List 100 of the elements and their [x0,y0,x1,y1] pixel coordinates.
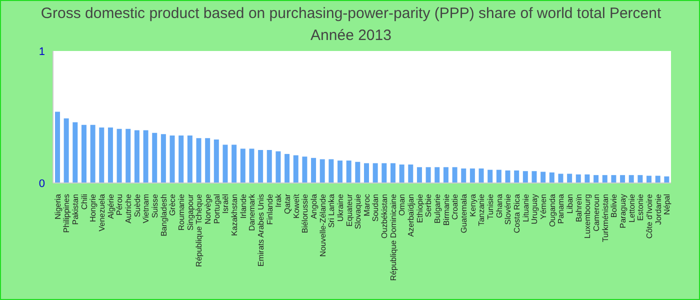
x-tick-label: Estonie [636,193,646,221]
bar [196,138,202,183]
x-tick-label: Serbie [424,193,434,218]
bar [222,144,228,183]
bar [382,163,387,183]
x-tick-label: Philippines [62,194,72,233]
x-tick-label: Soudan [371,194,380,222]
bar [187,135,192,183]
x-tick-label: Pakistan [71,194,80,225]
chart-subtitle: Année 2013 [310,26,392,46]
bar [611,175,616,183]
bar [426,167,431,183]
bar [240,148,246,183]
x-tick-label: Emirats Arabes Unis [256,194,266,266]
bar [284,154,290,183]
x-tick-label: Lettonie [627,193,636,222]
x-tick-label: Nigeria [53,193,62,220]
bar [452,167,458,183]
x-tick-label: Ouganda [548,193,557,227]
bar [302,156,308,183]
bar [638,175,643,183]
bar [143,130,148,183]
bar [646,176,652,183]
x-tick-label: Bahreïn [574,194,584,222]
x-tick-label: Angola [309,193,318,219]
bar [478,168,484,183]
bar [232,144,237,183]
bar [558,174,564,183]
x-tick-label: Ukraine [336,193,345,222]
x-tick-label: Slovaquie [354,193,363,230]
x-tick-label: Grèce [168,193,178,216]
bar [532,171,537,183]
x-tick-label: Irlande [238,193,248,218]
bar [276,151,281,183]
bar [293,155,298,183]
bar [372,163,378,183]
bar [126,128,131,183]
bar [214,139,219,183]
bar [364,163,369,183]
x-tick-label: Chili [80,194,89,210]
bar [338,160,343,183]
x-tick-label: Maroc [362,194,372,216]
bar [72,122,78,183]
bar [664,176,670,183]
bar [620,175,626,183]
x-tick-label: Tanzanie [477,193,486,226]
bar [390,163,396,183]
bar [549,172,554,183]
bar [540,172,546,183]
x-tick-label: Birmanie [442,193,451,226]
bar [434,167,440,183]
x-tick-label: République Dominicaine [388,193,398,281]
bar [311,158,316,183]
x-tick-label: Ouzbékistan [380,194,390,238]
bar [628,175,634,183]
bar [152,132,158,183]
x-tick-label: Portugal [212,194,222,224]
x-tick-label: Côte d'Ivoire [644,193,654,239]
bar [64,118,69,183]
x-tick-label: Luxembourg [583,194,592,238]
bar [408,164,414,183]
x-tick-label: Guatemala [460,193,469,234]
x-tick-label: Azerbaïdjan [406,194,416,237]
bar [266,150,272,183]
x-tick-label: Ghana [494,193,504,218]
bar [178,135,184,183]
x-tick-label: Costa Rica [512,193,522,234]
bar [655,176,660,183]
bar [55,112,60,183]
bar [576,174,581,183]
x-tick-label: Népal [662,194,672,215]
bar [416,167,422,183]
bar [99,128,104,183]
bar [328,159,334,183]
x-tick-label: Equateur [344,194,354,226]
x-tick-label: Singapour [186,194,195,230]
chart-title: Gross domestic product based on purchasing-power-parity (PPP) share of world total Percent [40,4,662,24]
x-tick-label: Finlande [265,193,274,225]
x-tick-label: République Tchèque [194,193,204,267]
x-tick-label: Panama [556,193,566,224]
x-tick-label: Tunisie [486,193,496,220]
bar [170,135,175,183]
bar [461,168,466,183]
x-tick-label: Danemark [248,193,257,231]
bar [505,170,510,183]
bar [584,174,590,183]
x-tick-label: Lituanie [521,193,530,222]
x-tick-label: Kazakhstan [230,194,239,236]
x-tick-label: Israël [221,194,230,214]
x-tick-label: Slovénie [504,193,513,225]
bar [258,150,264,183]
bar [320,159,325,183]
x-tick-label: Qatar [282,194,292,214]
x-tick-label: Autriche [124,193,134,224]
y-tick-label: 0 [38,178,45,190]
bar [108,128,113,183]
x-tick-label: Bolivie [610,193,619,218]
x-tick-label: Venezuela [98,193,107,232]
x-tick-label: Sri Lanka [327,193,336,228]
x-tick-label: Croatie [450,193,460,220]
